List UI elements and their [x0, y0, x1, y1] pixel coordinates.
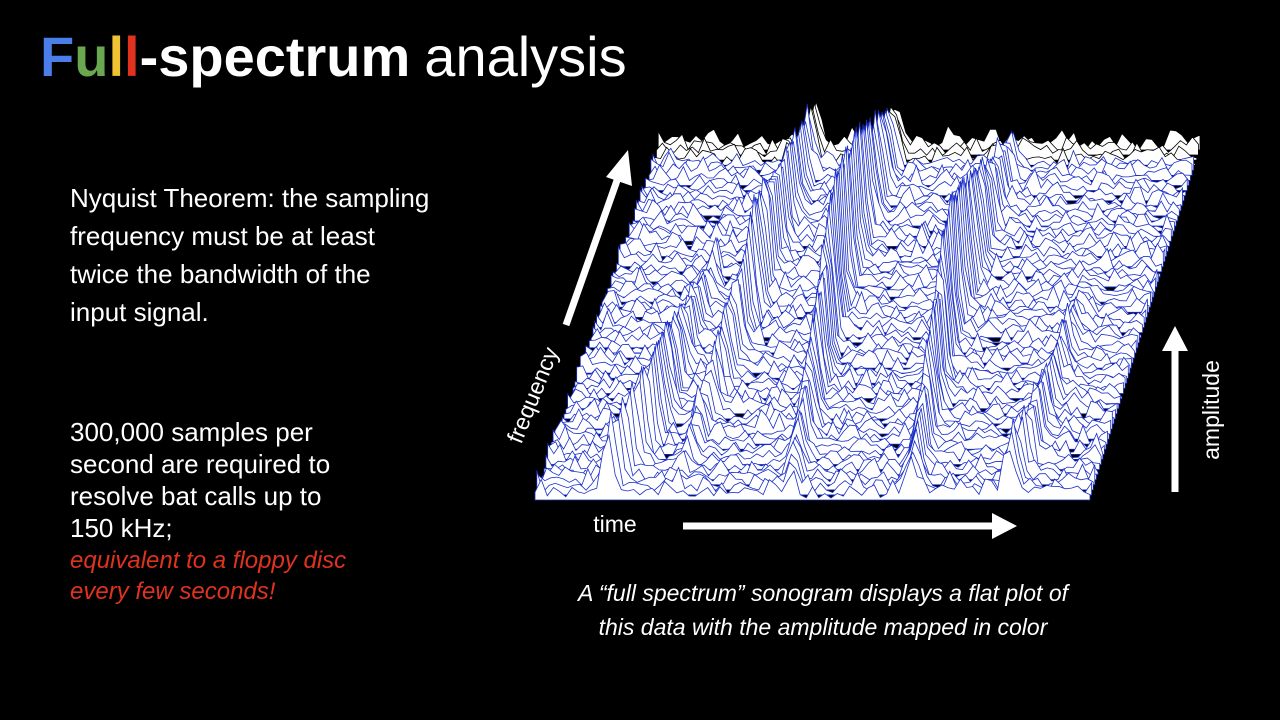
title-segment: u	[74, 25, 108, 88]
spectrum-row	[645, 114, 1188, 191]
nyquist-line: frequency must be at least	[70, 221, 376, 251]
title-segment: l	[108, 25, 124, 88]
samples-line: 150 kHz;	[70, 513, 173, 543]
time-arrow	[683, 513, 1017, 539]
title-segment: F	[40, 25, 74, 88]
spectrum-row	[534, 433, 1091, 501]
title-segment: l	[124, 25, 140, 88]
left-text: Nyquist Theorem: the sampling frequency m…	[70, 183, 429, 605]
spectrum-row	[648, 114, 1191, 181]
time-label: time	[593, 511, 636, 537]
spectrum-row	[657, 103, 1199, 156]
spectrum-row	[637, 125, 1182, 212]
caption-line: this data with the amplitude mapped in c…	[599, 614, 1049, 640]
spectrum-row	[641, 119, 1185, 202]
freq-arrow	[562, 150, 632, 327]
note-line: equivalent to a floppy disc	[70, 547, 346, 574]
spectrum-row	[610, 145, 1158, 288]
waterfall-plot	[534, 100, 1201, 501]
nyquist-line: Nyquist Theorem: the sampling	[70, 183, 429, 213]
note-line: every few seconds!	[70, 578, 276, 605]
title-rest: analysis	[424, 25, 626, 88]
samples-line: second are required to	[70, 449, 330, 479]
caption: A “full spectrum” sonogram displays a fl…	[576, 580, 1071, 640]
title: Full-spectrum analysis	[40, 25, 627, 88]
nyquist-line: twice the bandwidth of the	[70, 259, 371, 289]
spectrum-row	[632, 122, 1177, 227]
spectrum-row	[536, 411, 1093, 496]
spectrum-row	[621, 131, 1167, 257]
samples-line: 300,000 samples per	[70, 417, 313, 447]
samples-line: resolve bat calls up to	[70, 481, 321, 511]
amplitude-arrow	[1162, 326, 1188, 492]
nyquist-line: input signal.	[70, 297, 209, 327]
title-colored: Full-spectrum	[40, 25, 410, 88]
title-segment: -spectrum	[140, 25, 411, 88]
caption-line: A “full spectrum” sonogram displays a fl…	[576, 580, 1071, 606]
amplitude-label: amplitude	[1198, 360, 1224, 460]
